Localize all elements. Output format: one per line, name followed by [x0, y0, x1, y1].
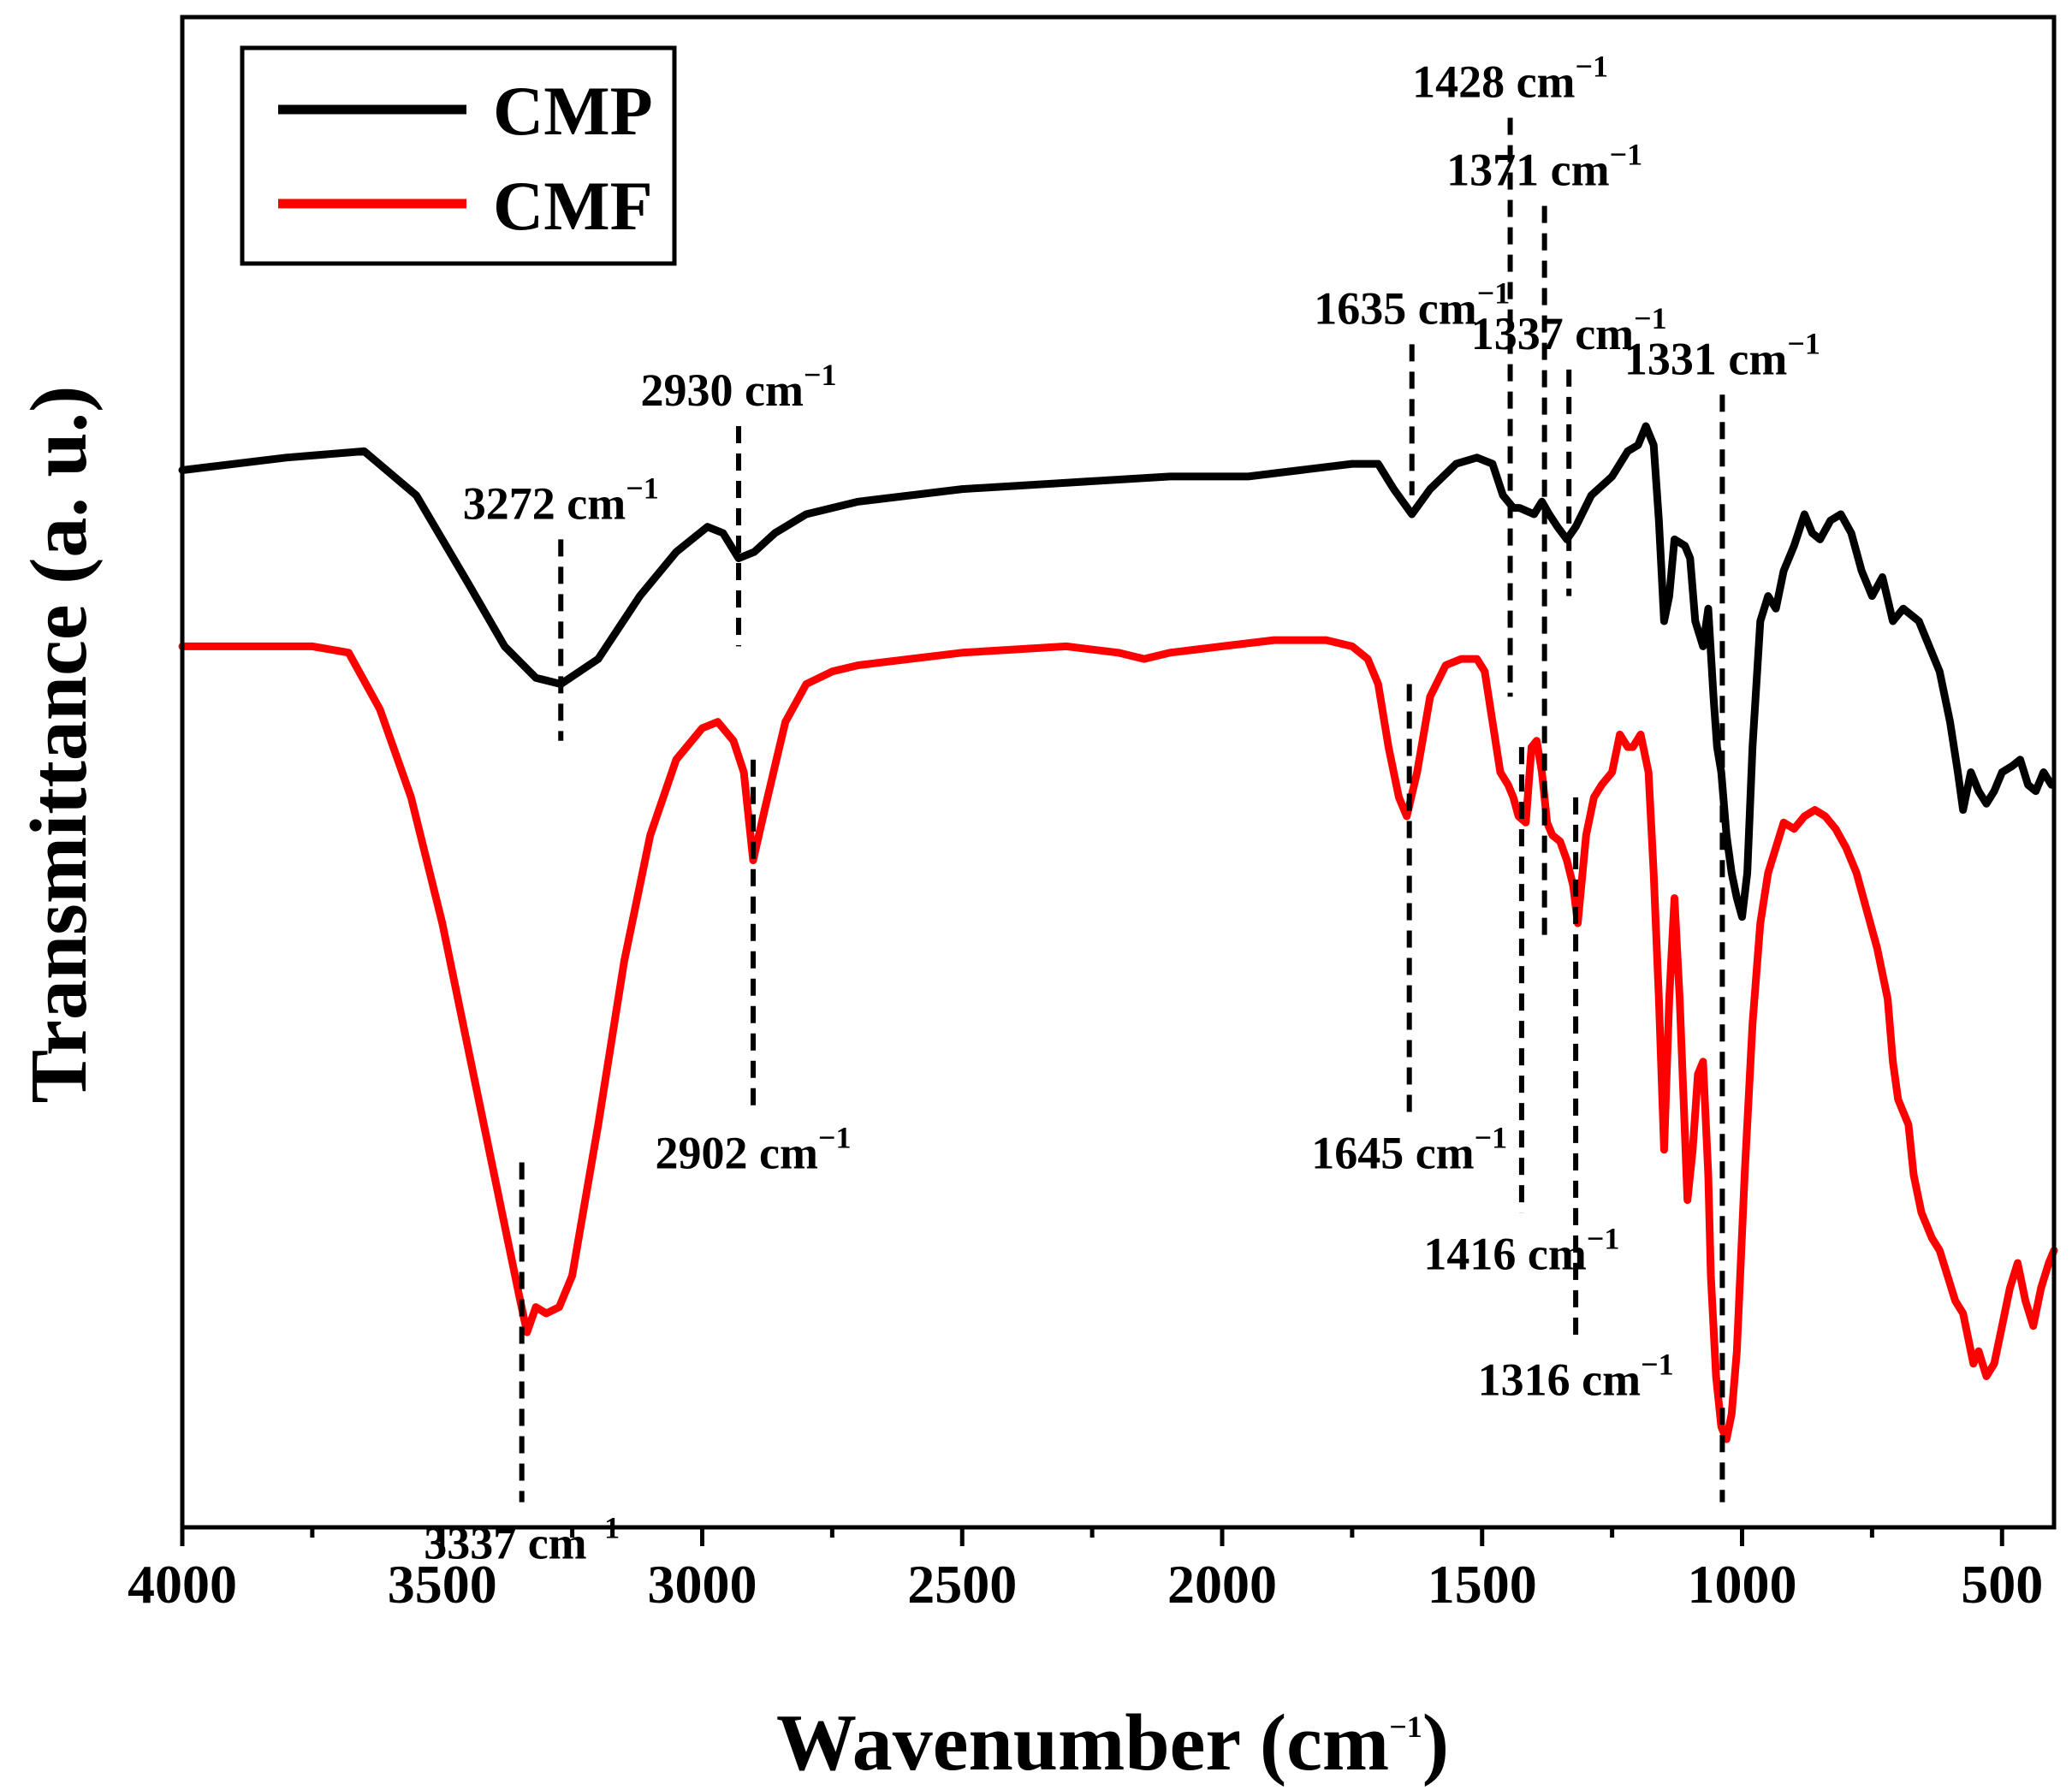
annotation-label: 1331 cm−1 [1624, 326, 1820, 384]
x-tick-label: 3500 [388, 1554, 497, 1615]
x-tick-label: 4000 [128, 1554, 237, 1615]
annotation-label: 1645 cm−1 [1311, 1121, 1507, 1179]
legend-label-cmp: CMP [493, 72, 653, 150]
plot-frame [180, 15, 2057, 1530]
x-tick-label: 500 [1961, 1554, 2043, 1615]
legend: CMP CMF [240, 45, 677, 266]
y-axis-label: Transmittance (a. u.) [15, 386, 104, 1104]
legend-box [240, 45, 677, 266]
x-tick-label: 1500 [1428, 1554, 1537, 1615]
annotation-label: 1635 cm−1 [1314, 276, 1510, 334]
series-line-cmp [178, 422, 2056, 922]
annotation-label: 2902 cm−1 [656, 1121, 852, 1179]
annotation-label: 1428 cm−1 [1412, 50, 1608, 108]
legend-label-cmf: CMF [493, 167, 653, 245]
annotation-label: 1337 cm−1 [1471, 301, 1667, 359]
annotation-label: 1371 cm−1 [1446, 138, 1642, 196]
x-tick-label: 2000 [1167, 1554, 1277, 1615]
x-axis-label: Wavenumber (cm−1) [776, 1698, 1449, 1787]
annotation-label: 3272 cm−1 [463, 471, 659, 529]
series-line-cmf [178, 636, 2058, 1443]
annotation-label: 1416 cm−1 [1423, 1221, 1619, 1279]
x-tick-label: 3000 [648, 1554, 757, 1615]
annotation-layer: 3272 cm−1 2930 cm−1 1635 cm−1 1428 cm−1 1371… [424, 50, 1820, 1569]
annotation-label: 1316 cm−1 [1478, 1347, 1674, 1405]
series-layer [178, 422, 2058, 1443]
x-tick-label: 1000 [1688, 1554, 1797, 1615]
x-axis-ticks: 4000 3500 3000 2500 2000 1500 1000 500 [128, 1527, 2043, 1615]
x-tick-label: 2500 [907, 1554, 1017, 1615]
annotation-label: 2930 cm−1 [641, 358, 837, 416]
